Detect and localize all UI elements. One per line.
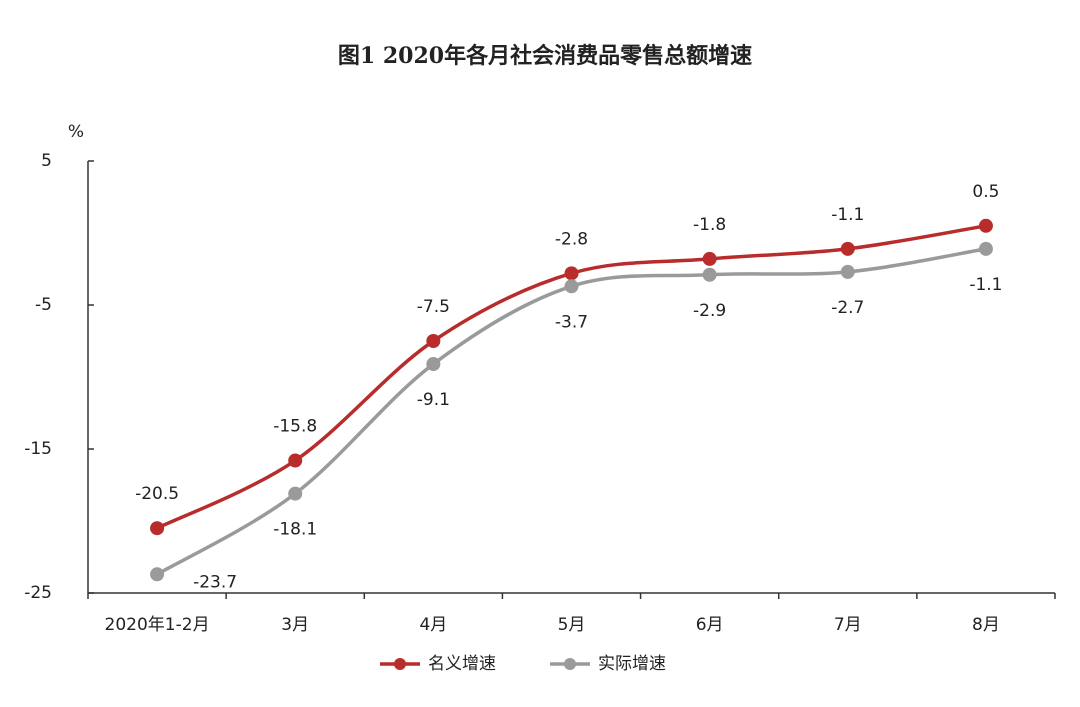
point	[840, 241, 855, 256]
data-label: -15.8	[273, 417, 317, 437]
x-tick-label: 4月	[419, 615, 447, 635]
y-tick-label: 5	[41, 151, 52, 171]
data-label: -1.8	[693, 215, 726, 235]
point	[564, 279, 579, 294]
data-label: -7.5	[417, 297, 450, 317]
x-tick-label: 7月	[834, 615, 862, 635]
data-label: 0.5	[972, 182, 999, 202]
point	[426, 334, 441, 348]
point	[978, 218, 993, 233]
x-tick-label: 8月	[972, 615, 1000, 635]
data-label: -18.1	[273, 520, 317, 540]
point	[426, 357, 441, 372]
y-tick-label: -25	[24, 583, 52, 603]
point	[150, 521, 165, 536]
data-label: -9.1	[417, 390, 450, 410]
x-tick-label: 5月	[558, 615, 586, 635]
legend-label: 实际增速	[598, 654, 666, 674]
y-tick-label: -5	[35, 295, 52, 315]
y-tick-label: -15	[24, 439, 52, 459]
data-label: -1.1	[831, 205, 864, 225]
y-axis-label: %	[68, 122, 84, 142]
data-label: -2.8	[555, 229, 588, 249]
point	[150, 567, 165, 582]
data-label: -2.7	[831, 298, 864, 318]
data-label: -20.5	[135, 484, 179, 504]
data-label: -3.7	[555, 312, 588, 332]
chart-title: 图1 2020年各月社会消费品零售总额增速	[338, 43, 752, 69]
point	[564, 266, 579, 281]
point	[288, 453, 303, 468]
point	[702, 251, 717, 266]
data-label: -23.7	[193, 572, 237, 592]
point	[840, 264, 855, 279]
legend-marker	[564, 658, 576, 670]
x-tick-label: 3月	[281, 615, 309, 635]
point	[978, 241, 993, 256]
legend-label: 名义增速	[428, 654, 496, 674]
x-tick-label: 2020年1-2月	[105, 615, 210, 635]
legend-marker	[394, 658, 406, 670]
data-label: -2.9	[693, 301, 726, 321]
x-tick-label: 6月	[696, 615, 724, 635]
data-label: -1.1	[969, 275, 1002, 295]
point	[702, 267, 717, 282]
point	[288, 486, 303, 501]
